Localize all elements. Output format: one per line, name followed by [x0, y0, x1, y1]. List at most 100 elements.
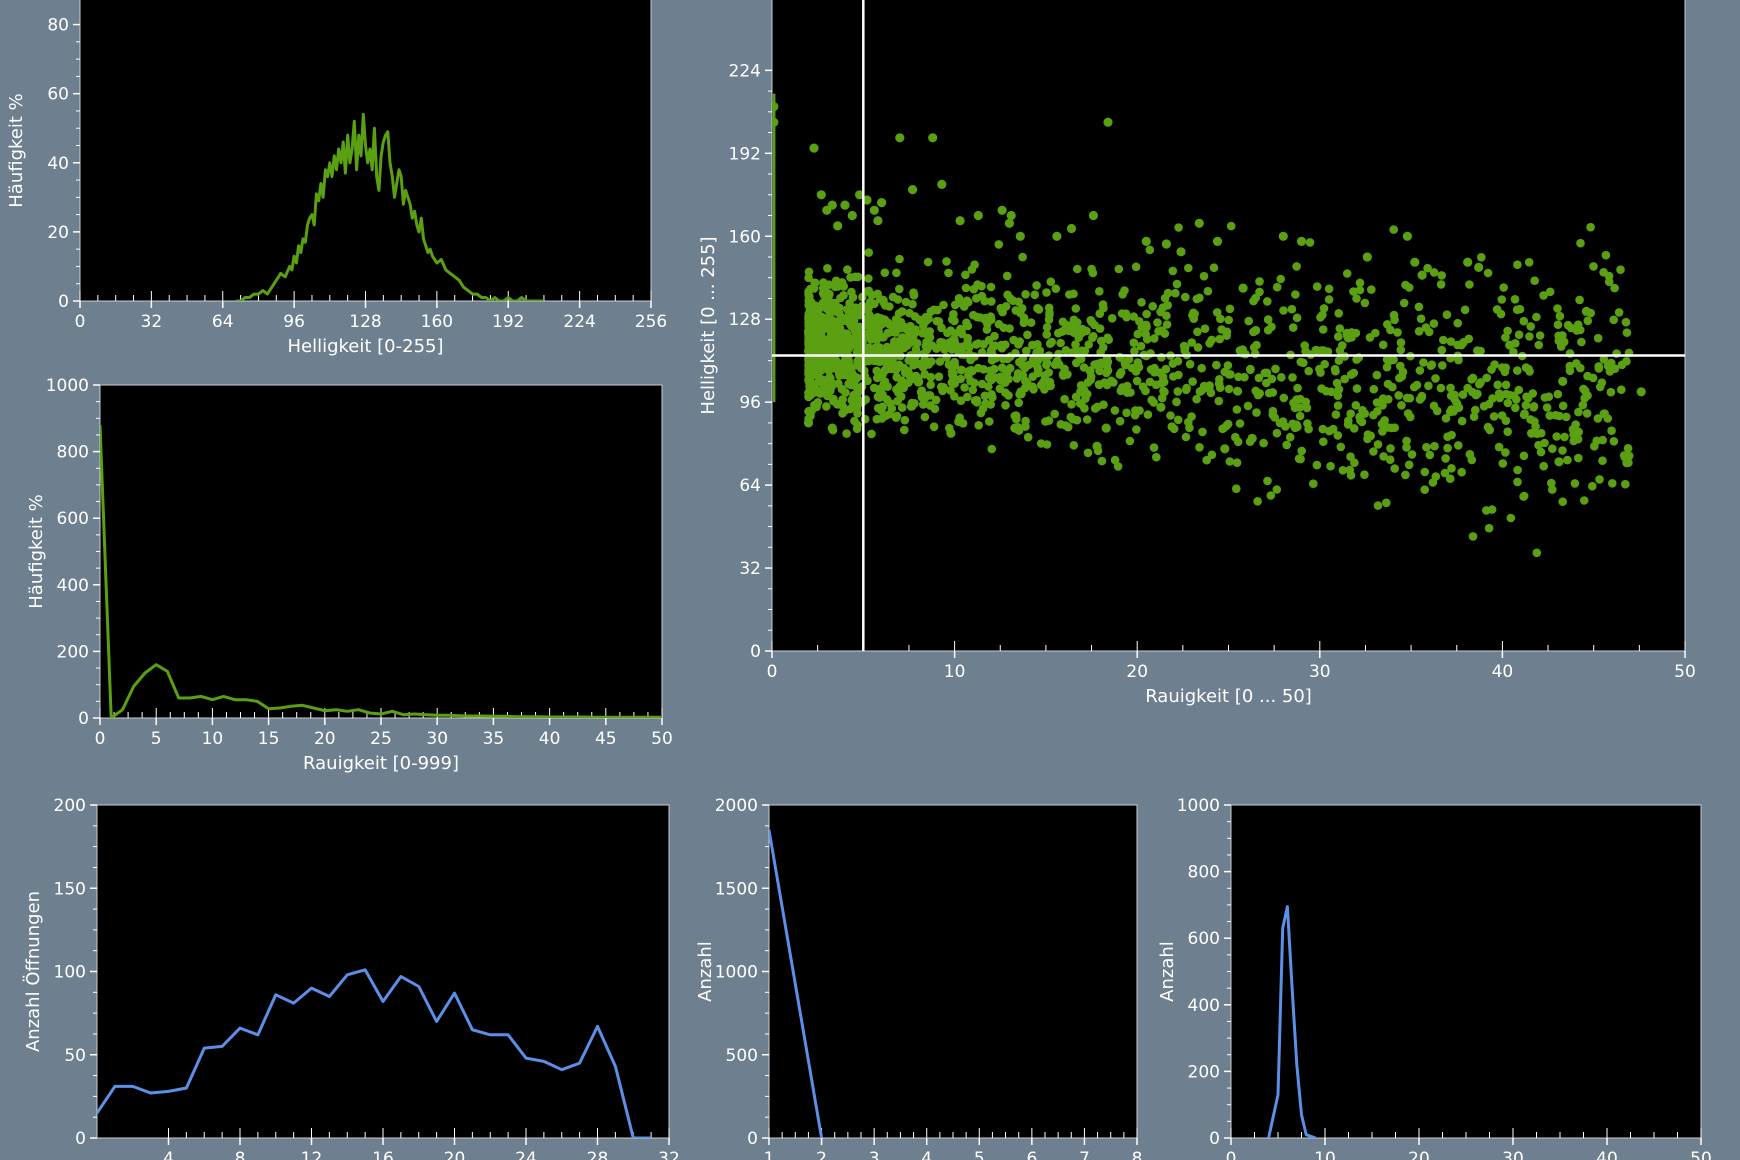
scatter-point [1446, 337, 1456, 346]
scatter-point [1414, 302, 1424, 312]
scatter-point [888, 327, 898, 337]
scatter-point [1503, 398, 1513, 408]
scatter-point [1443, 443, 1452, 453]
scatter-point [1334, 332, 1343, 341]
scatter-point [1217, 325, 1226, 334]
x-tick-label: 50 [1690, 1149, 1712, 1160]
scatter-point [1468, 532, 1478, 541]
scatter-point [1156, 307, 1165, 317]
scatter-point [1416, 314, 1426, 324]
y-tick-label: 1500 [715, 879, 758, 899]
scatter-point [1156, 402, 1166, 412]
scatter-point [961, 283, 971, 293]
scatter-point [1372, 370, 1382, 380]
y-tick-label: 1000 [1177, 796, 1220, 816]
scatter-point [1570, 479, 1580, 488]
scatter-point [1349, 287, 1358, 296]
scatter-point [1603, 361, 1613, 371]
scatter-point [1199, 271, 1209, 281]
scatter-point [1160, 329, 1170, 338]
scatter-point [957, 325, 966, 334]
scatter-point [1309, 479, 1318, 489]
scatter-point [1061, 346, 1071, 355]
scatter-point [1099, 400, 1108, 410]
scatter-point [1173, 356, 1183, 366]
data-layer [100, 424, 662, 718]
scatter-point [1046, 277, 1056, 287]
scatter-point [837, 384, 847, 394]
scatter-point [967, 265, 977, 274]
scatter-point [1253, 497, 1262, 506]
data-layer [97, 968, 652, 1138]
scatter-point [1319, 437, 1328, 447]
scatter-point [1346, 370, 1356, 379]
y-tick-label: 60 [47, 85, 69, 105]
scatter-point [1513, 477, 1522, 487]
scatter-point [1152, 452, 1161, 462]
y-tick-label: 0 [750, 642, 761, 662]
scatter-point [1393, 328, 1402, 337]
scatter-point [1599, 355, 1609, 364]
scatter-point [1212, 236, 1223, 246]
scatter-point [1042, 358, 1052, 368]
scatter-point [997, 363, 1007, 373]
scatter-point [1438, 361, 1447, 370]
scatter-point [1383, 320, 1392, 329]
scatter-point [1251, 386, 1260, 396]
scatter-point [862, 329, 872, 339]
scatter-point [1617, 360, 1627, 370]
scatter-point [1417, 393, 1427, 402]
scatter-point [1188, 377, 1197, 386]
x-tick-label: 50 [1674, 662, 1696, 682]
scatter-point [1378, 340, 1388, 350]
scatter-point [1187, 412, 1196, 421]
scatter-point [1137, 298, 1146, 307]
scatter-point [1402, 231, 1412, 241]
scatter-point [1202, 455, 1211, 465]
scatter-point [1446, 383, 1455, 393]
x-tick-label: 6 [1026, 1149, 1037, 1160]
scatter-point [1609, 315, 1618, 325]
scatter-point [1059, 371, 1068, 380]
scatter-point [1482, 373, 1491, 383]
scatter-point [934, 372, 944, 382]
scatter-point [988, 342, 998, 352]
scatter-point [1080, 346, 1090, 356]
scatter-point [1071, 304, 1081, 313]
scatter-point [1020, 383, 1030, 393]
scatter-point [1022, 346, 1031, 356]
scatter-point [1051, 284, 1061, 294]
scatter-point [840, 200, 850, 210]
scatter-point [1272, 282, 1282, 292]
scatter-point [862, 195, 872, 205]
scatter-point [1032, 281, 1041, 290]
scatter-point [827, 325, 837, 335]
scatter-point [1006, 210, 1016, 221]
scatter-point [1562, 412, 1571, 422]
scatter-point [986, 282, 996, 292]
y-axis-label: Häufigkeit % [26, 494, 47, 608]
scatter-point [1021, 290, 1030, 299]
scatter-point [1553, 389, 1563, 399]
scatter-point [1278, 417, 1288, 426]
scatter-point [1129, 338, 1139, 348]
scatter-point [1335, 324, 1345, 333]
scatter-point [1074, 333, 1083, 342]
scatter-point [1369, 384, 1379, 394]
scatter-point [1252, 408, 1261, 417]
x-tick-label: 32 [658, 1149, 680, 1160]
scatter-point [1005, 324, 1014, 333]
scatter-point [1604, 277, 1614, 287]
scatter-point [998, 307, 1007, 317]
scatter-point [825, 386, 834, 396]
scatter-point [874, 357, 884, 366]
x-tick-label: 50 [651, 729, 673, 749]
scatter-point [1429, 319, 1439, 328]
x-tick-label: 10 [202, 729, 224, 749]
count-histogram-b: 0 200 400 600 800 1000 0 10 20 30 40 50 Anzahl [1157, 796, 1712, 1160]
series-line [97, 968, 652, 1138]
scatter-point [911, 345, 921, 354]
scatter-point [1295, 411, 1305, 421]
scatter-point [1067, 400, 1076, 409]
scatter-point [1100, 378, 1109, 387]
